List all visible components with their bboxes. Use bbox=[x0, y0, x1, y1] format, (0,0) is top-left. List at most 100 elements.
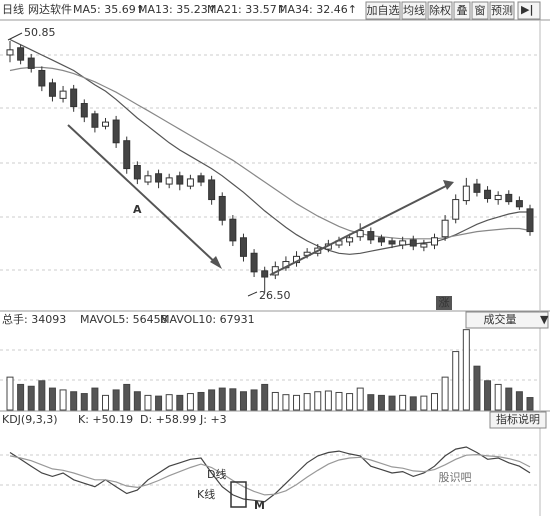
candle-body bbox=[399, 240, 407, 246]
volume-bar bbox=[420, 395, 428, 411]
volume-bar bbox=[346, 393, 354, 411]
candle-body bbox=[80, 103, 88, 118]
candle-body bbox=[123, 140, 131, 170]
help-button[interactable] bbox=[489, 411, 547, 429]
select-label: 成交量 bbox=[484, 312, 517, 326]
highlight-box bbox=[230, 481, 247, 508]
volume-bar bbox=[293, 394, 301, 411]
volume-bar bbox=[6, 376, 14, 411]
volume-bar bbox=[515, 391, 523, 411]
toolbar-button[interactable] bbox=[471, 1, 489, 20]
candle-body bbox=[229, 218, 237, 242]
indicator: MA13: 35.23↑ bbox=[138, 3, 217, 16]
volume-bar bbox=[123, 383, 131, 411]
volume-bar bbox=[165, 394, 173, 411]
indicator-select[interactable] bbox=[465, 311, 549, 329]
volume-bar bbox=[473, 365, 481, 411]
candle-body bbox=[70, 88, 78, 108]
candle-body bbox=[526, 208, 534, 233]
volume-bar bbox=[133, 391, 141, 411]
volume-bar bbox=[144, 394, 152, 411]
volume-bar bbox=[409, 396, 417, 411]
volume-bar bbox=[335, 391, 343, 411]
candle-body bbox=[462, 185, 470, 202]
volume-bar bbox=[484, 380, 492, 411]
candle-body bbox=[38, 69, 46, 87]
candle-body bbox=[388, 240, 396, 245]
volume-header: MAVOL5: 56458 bbox=[80, 313, 168, 326]
indicator-line bbox=[9, 38, 530, 255]
candle-body bbox=[494, 194, 502, 201]
kdj-header: K: +50.19 bbox=[78, 413, 133, 426]
expand-button[interactable] bbox=[517, 1, 541, 20]
volume-bar bbox=[91, 387, 99, 411]
button-label: 均线 bbox=[403, 3, 425, 17]
candle-body bbox=[473, 183, 481, 193]
indicator: MA21: 33.57↑ bbox=[207, 3, 286, 16]
arrow-head bbox=[210, 256, 222, 269]
volume-header: 总手: 34093 bbox=[2, 312, 66, 326]
pointer bbox=[7, 32, 23, 41]
toolbar-button[interactable] bbox=[401, 1, 427, 20]
candle-body bbox=[367, 231, 375, 241]
d-line-label: D线 bbox=[207, 467, 226, 481]
volume-bar bbox=[38, 380, 46, 411]
candle-body bbox=[155, 173, 163, 183]
dropdown-arrow: ▼ bbox=[540, 313, 549, 326]
indicator-line bbox=[9, 453, 531, 496]
plot bbox=[6, 38, 534, 503]
button-label: 叠 bbox=[457, 4, 468, 17]
candle-body bbox=[356, 230, 364, 238]
volume-bar bbox=[186, 393, 194, 411]
high-label: 50.85 bbox=[24, 26, 56, 39]
badge-label: 涨 bbox=[439, 296, 450, 309]
k-line-label: K线 bbox=[197, 487, 215, 501]
kdj-header: KDJ(9,3,3) bbox=[2, 413, 58, 426]
candle-body bbox=[176, 175, 184, 185]
m-label: M bbox=[254, 499, 265, 512]
candle-body bbox=[515, 200, 523, 208]
volume-bar bbox=[356, 387, 364, 411]
volume-bar bbox=[208, 389, 216, 411]
candle-body bbox=[59, 90, 67, 99]
arrow-a bbox=[67, 124, 219, 266]
volume-bar bbox=[505, 387, 513, 411]
expand-icon: ▶| bbox=[521, 3, 533, 16]
candle-body bbox=[441, 219, 449, 238]
volume-bar bbox=[27, 385, 35, 411]
arrow-b bbox=[269, 184, 449, 276]
volume-bar bbox=[271, 391, 279, 411]
low-label: 26.50 bbox=[259, 289, 291, 302]
candle-body bbox=[144, 175, 152, 183]
volume-bar bbox=[399, 394, 407, 411]
volume-bar bbox=[17, 383, 25, 411]
volume-bar bbox=[430, 393, 438, 411]
toolbar-button[interactable] bbox=[489, 1, 515, 20]
volume-bar bbox=[239, 391, 247, 411]
toolbar-button[interactable] bbox=[365, 1, 401, 20]
volume-bar bbox=[324, 390, 332, 411]
volume-bar bbox=[526, 397, 534, 411]
toolbar-button[interactable] bbox=[453, 1, 471, 20]
candle-body bbox=[484, 189, 492, 200]
volume-bar bbox=[441, 376, 449, 411]
pointer bbox=[247, 291, 258, 297]
indicator: MA5: 35.69↑ bbox=[73, 3, 145, 16]
candle-body bbox=[250, 252, 258, 273]
candle-body bbox=[239, 237, 247, 257]
candle-body bbox=[102, 121, 110, 127]
volume-bar bbox=[197, 391, 205, 411]
button-label: 加自选 bbox=[367, 4, 400, 17]
candle-body bbox=[186, 178, 194, 187]
volume-bar bbox=[102, 394, 110, 411]
button-label: 除权 bbox=[429, 3, 451, 17]
volume-bar bbox=[48, 387, 56, 411]
toolbar-button[interactable] bbox=[427, 1, 453, 20]
volume-bar bbox=[218, 387, 226, 411]
kdj-header: D: +58.99 bbox=[140, 413, 196, 426]
volume-bar bbox=[377, 394, 385, 411]
candle-body bbox=[91, 113, 99, 128]
button-label: 窗 bbox=[475, 3, 486, 17]
